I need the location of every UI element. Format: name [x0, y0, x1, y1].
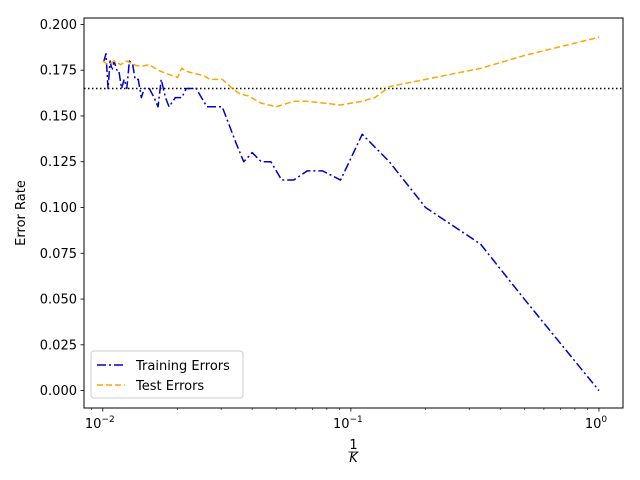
legend-box	[90, 350, 244, 399]
y-tick-label: 0.200	[40, 18, 77, 33]
x-axis-label-denominator: K	[349, 451, 359, 466]
y-tick-label: 0.150	[40, 109, 77, 124]
legend-entry-label: Training Errors	[135, 359, 230, 374]
y-tick-label: 0.075	[40, 247, 77, 262]
x-tick-label: 10−2	[85, 415, 115, 432]
series-line-test-errors	[102, 36, 600, 108]
legend-entry-label: Test Errors	[135, 379, 204, 394]
x-tick-label: 100	[585, 415, 608, 432]
legend: Training Errors Test Errors	[90, 350, 244, 399]
y-tick-label: 0.175	[40, 64, 77, 79]
plot-frame	[83, 17, 624, 409]
y-tick-label: 0.025	[40, 338, 77, 353]
plot-area	[84, 36, 623, 392]
x-axis-label: 1 K	[348, 438, 359, 466]
y-tick-label: 0.125	[40, 155, 77, 170]
y-tick-label: 0.000	[40, 384, 77, 399]
x-axis-label-numerator: 1	[349, 438, 357, 453]
x-tick-label: 10−1	[333, 415, 363, 432]
axis-ticks: 0.000 0.025 0.050 0.075 0.100 0.125 0.150 0.175…	[40, 18, 608, 432]
y-axis-label: Error Rate	[14, 180, 29, 246]
y-tick-label: 0.100	[40, 201, 77, 216]
series-line-training-errors	[103, 52, 600, 392]
y-tick-label: 0.050	[40, 293, 77, 308]
